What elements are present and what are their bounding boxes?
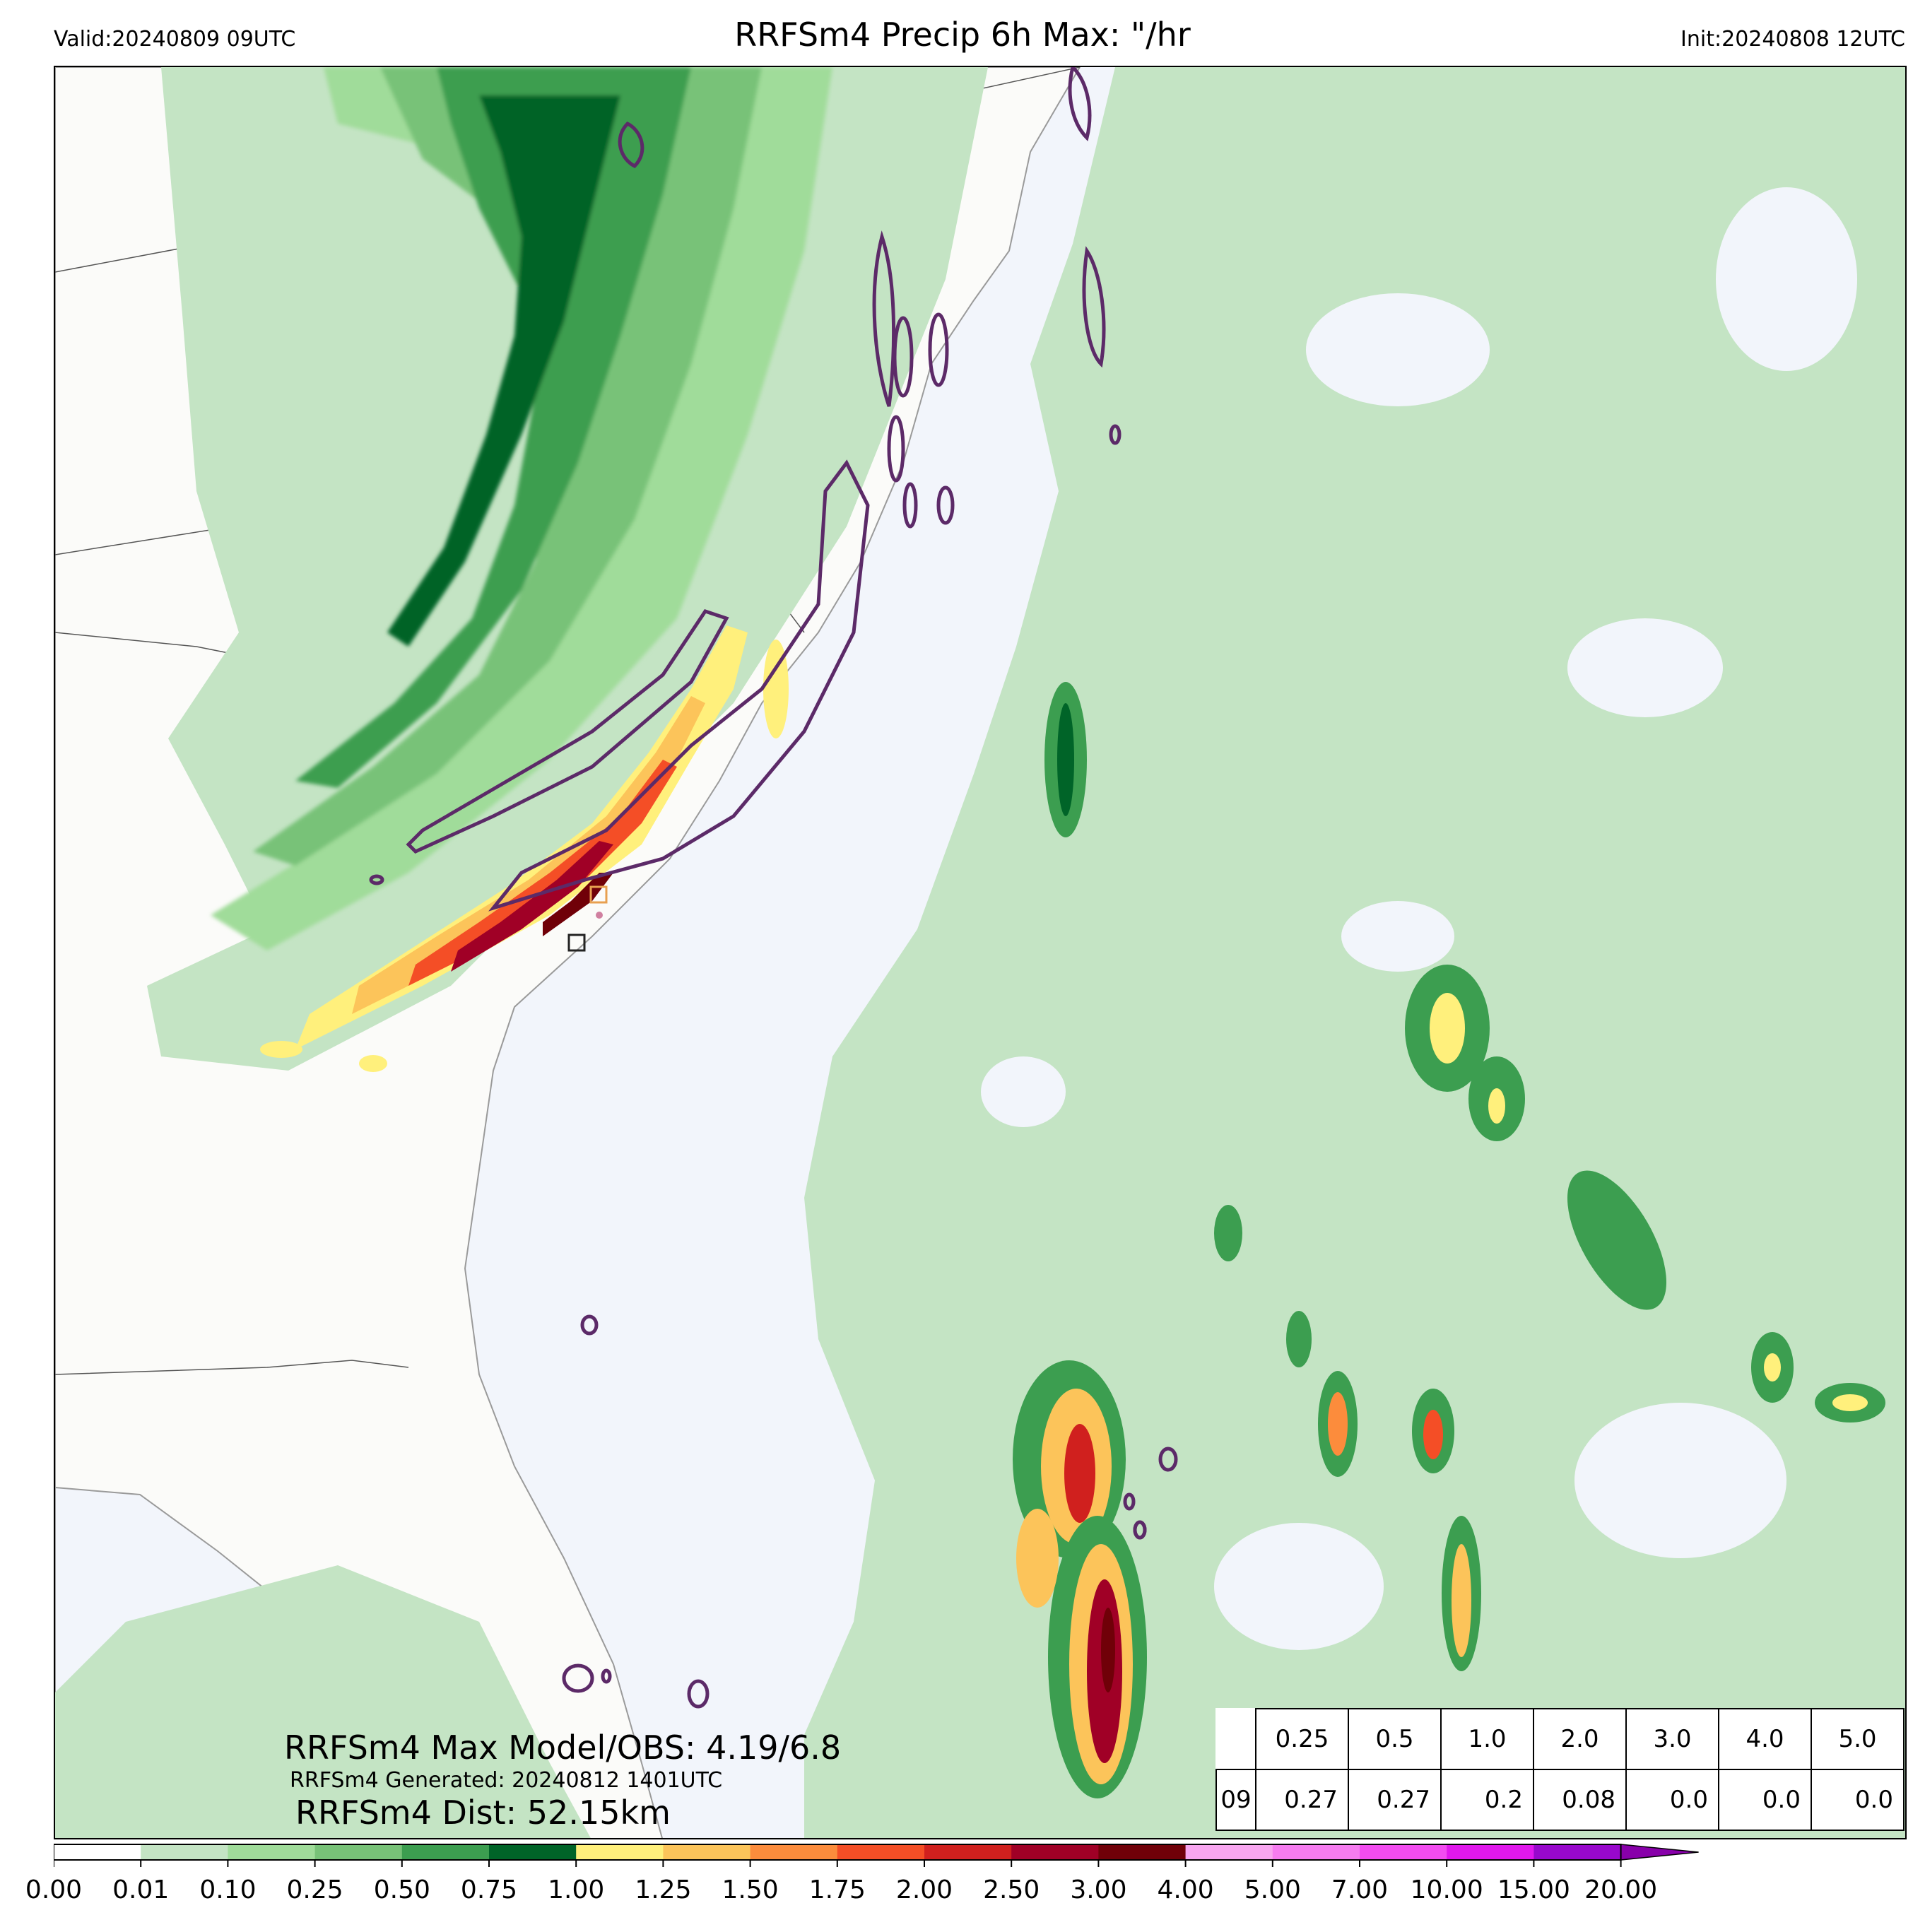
colorbar-tick-label: 20.00 xyxy=(1584,1875,1658,1904)
threshold-value: 0.27 xyxy=(1348,1769,1442,1831)
colorbar-segment xyxy=(314,1844,403,1860)
station-dot xyxy=(596,912,603,919)
row-label: 09 xyxy=(1215,1769,1256,1831)
colorbar-segment xyxy=(1272,1844,1360,1860)
colorbar-tick-label: 7.00 xyxy=(1331,1875,1389,1904)
colorbar-segment xyxy=(1098,1844,1187,1860)
precip-cells-offshore xyxy=(1013,682,1885,1798)
colorbar-tick-label: 2.00 xyxy=(895,1875,953,1904)
table-corner xyxy=(1216,1709,1256,1769)
max-model-obs-label: RRFSm4 Max Model/OBS: 4.19/6.8 xyxy=(284,1728,842,1767)
colorbar-tick-label: 10.00 xyxy=(1410,1875,1483,1904)
generated-time-label: RRFSm4 Generated: 20240812 1401UTC xyxy=(290,1768,723,1793)
threshold-header-row: 0.25 0.5 1.0 2.0 3.0 4.0 5.0 xyxy=(1216,1708,1905,1770)
colorbar-extend-arrow xyxy=(1620,1844,1699,1861)
colorbar-segment xyxy=(837,1844,925,1860)
precip-map xyxy=(54,66,1907,1839)
colorbar-tick-label: 5.00 xyxy=(1244,1875,1301,1904)
colorbar-segment xyxy=(1533,1844,1622,1860)
colorbar-tick-label: 0.01 xyxy=(112,1875,170,1904)
threshold-header: 2.0 xyxy=(1533,1708,1627,1770)
colorbar-tick-label: 1.25 xyxy=(635,1875,692,1904)
precip-band-north xyxy=(211,67,832,950)
threshold-header: 4.0 xyxy=(1718,1708,1812,1770)
model-max-marker xyxy=(567,933,586,952)
threshold-value: 0.2 xyxy=(1440,1769,1534,1831)
threshold-table: 0.25 0.5 1.0 2.0 3.0 4.0 5.0 09 0.27 0.2… xyxy=(1215,1708,1905,1831)
colorbar-segment xyxy=(1360,1844,1447,1860)
colorbar-segment xyxy=(54,1844,141,1860)
colorbar xyxy=(54,1844,1699,1867)
threshold-value-row: 09 0.27 0.27 0.2 0.08 0.0 0.0 0.0 xyxy=(1215,1769,1905,1831)
obs-max-marker xyxy=(589,885,608,904)
distance-label: RRFSm4 Dist: 52.15km xyxy=(295,1793,671,1832)
colorbar-tick-label: 0.75 xyxy=(460,1875,518,1904)
threshold-value: 0.27 xyxy=(1255,1769,1349,1831)
colorbar-segment xyxy=(401,1844,490,1860)
colorbar-segment xyxy=(489,1844,577,1860)
map-title: RRFSm4 Precip 6h Max: "/hr xyxy=(734,16,1191,54)
threshold-value: 0.0 xyxy=(1625,1769,1719,1831)
obs-contours xyxy=(369,67,1178,1709)
threshold-header: 0.5 xyxy=(1348,1708,1442,1770)
threshold-header: 1.0 xyxy=(1440,1708,1534,1770)
threshold-header: 5.0 xyxy=(1811,1708,1905,1770)
colorbar-tick-label: 0.00 xyxy=(25,1875,83,1904)
colorbar-tick-label: 4.00 xyxy=(1157,1875,1214,1904)
colorbar-segment xyxy=(663,1844,751,1860)
threshold-header: 3.0 xyxy=(1625,1708,1719,1770)
colorbar-segment xyxy=(228,1844,316,1860)
colorbar-segment xyxy=(750,1844,838,1860)
threshold-value: 0.0 xyxy=(1718,1769,1812,1831)
colorbar-segment xyxy=(1011,1844,1099,1860)
colorbar-tick-label: 2.50 xyxy=(983,1875,1040,1904)
colorbar-tick-label: 3.00 xyxy=(1070,1875,1127,1904)
map-canvas xyxy=(55,67,1905,1838)
colorbar-segment xyxy=(1185,1844,1273,1860)
colorbar-segment xyxy=(576,1844,664,1860)
colorbar-tick-label: 1.75 xyxy=(808,1875,866,1904)
colorbar-tick-label: 1.00 xyxy=(548,1875,605,1904)
threshold-value: 0.08 xyxy=(1533,1769,1627,1831)
colorbar-tick-label: 15.00 xyxy=(1497,1875,1570,1904)
colorbar-segment xyxy=(1447,1844,1534,1860)
colorbar-tick-label: 0.50 xyxy=(373,1875,430,1904)
colorbar-tick-label: 0.10 xyxy=(199,1875,257,1904)
init-time-label: Init:20240808 12UTC xyxy=(1680,27,1905,52)
threshold-value: 0.0 xyxy=(1811,1769,1905,1831)
threshold-header: 0.25 xyxy=(1255,1708,1349,1770)
colorbar-tick-label: 1.50 xyxy=(722,1875,779,1904)
colorbar-segment xyxy=(141,1844,228,1860)
valid-time-label: Valid:20240809 09UTC xyxy=(54,27,296,52)
precip-streak-coast xyxy=(260,625,789,1072)
colorbar-tick-label: 0.25 xyxy=(286,1875,343,1904)
colorbar-segment xyxy=(924,1844,1012,1860)
